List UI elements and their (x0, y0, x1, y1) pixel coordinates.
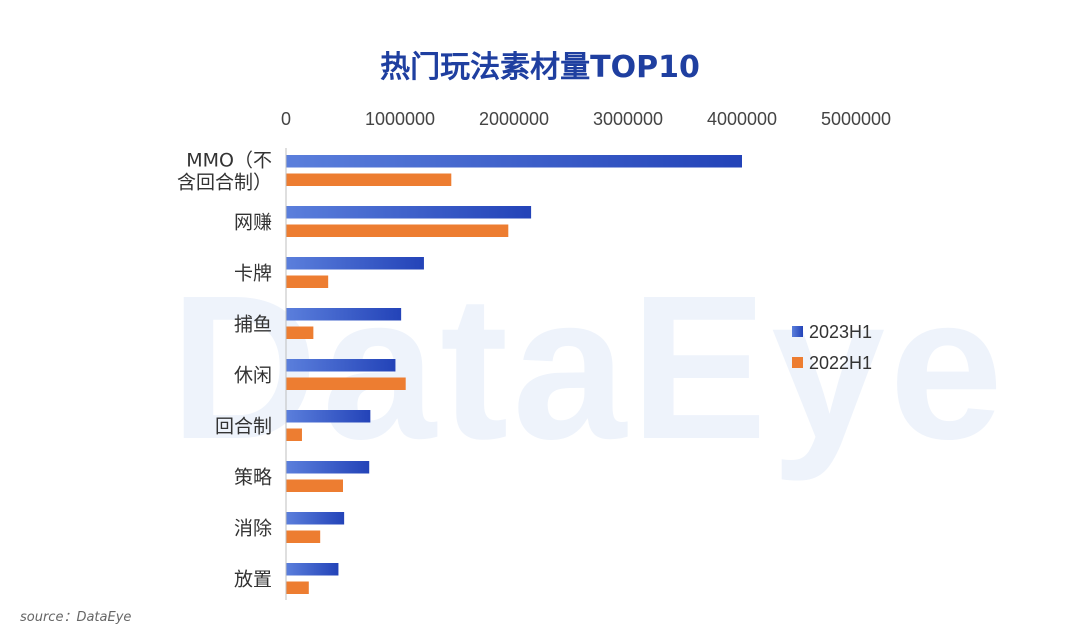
bar-2022h1 (286, 275, 329, 288)
category-label: 放置 (234, 569, 272, 591)
bar-2023h1 (286, 410, 371, 423)
bar-2022h1 (286, 479, 343, 492)
bars (286, 155, 742, 594)
category-label: 休闲 (234, 365, 272, 387)
x-tick-label: 2000000 (479, 109, 549, 129)
bar-2022h1 (286, 581, 309, 594)
bar-2022h1 (286, 224, 509, 237)
bar-2023h1 (286, 359, 396, 372)
bar-2023h1 (286, 308, 402, 321)
chart-title: 热门玩法素材量TOP10 (380, 50, 700, 85)
x-tick-label: 1000000 (365, 109, 435, 129)
category-label: 消除 (234, 518, 272, 540)
bar-chart: 0 1000000 2000000 3000000 4000000 5000000 MMO… (177, 109, 891, 600)
category-label: 回合制 (215, 416, 272, 438)
category-label: 策略 (234, 467, 272, 489)
bar-2023h1 (286, 512, 345, 525)
x-tick-label: 0 (281, 109, 291, 129)
legend-swatch (792, 326, 803, 337)
x-tick-label: 4000000 (707, 109, 777, 129)
bar-2022h1 (286, 326, 314, 339)
bar-2022h1 (286, 377, 406, 390)
bar-2022h1 (286, 530, 321, 543)
x-tick-label: 5000000 (821, 109, 891, 129)
category-label: 捕鱼 (234, 314, 272, 336)
category-label: MMO（不 (186, 150, 272, 172)
bar-2023h1 (286, 206, 532, 219)
legend-label: 2023H1 (809, 322, 872, 342)
bar-2023h1 (286, 563, 339, 576)
x-axis-ticks: 0 1000000 2000000 3000000 4000000 5000000 (281, 109, 891, 129)
x-tick-label: 3000000 (593, 109, 663, 129)
legend: 2023H1 2022H1 (792, 322, 872, 373)
bar-2023h1 (286, 257, 424, 270)
bar-2022h1 (286, 173, 452, 186)
category-label: 含回合制） (177, 172, 272, 194)
bar-2023h1 (286, 461, 370, 474)
bar-2023h1 (286, 155, 742, 168)
category-label: 卡牌 (234, 263, 272, 285)
legend-swatch (792, 357, 803, 368)
source-note: source：DataEye (20, 610, 132, 625)
bar-2022h1 (286, 428, 302, 441)
category-label: 网赚 (234, 212, 272, 234)
legend-label: 2022H1 (809, 353, 872, 373)
